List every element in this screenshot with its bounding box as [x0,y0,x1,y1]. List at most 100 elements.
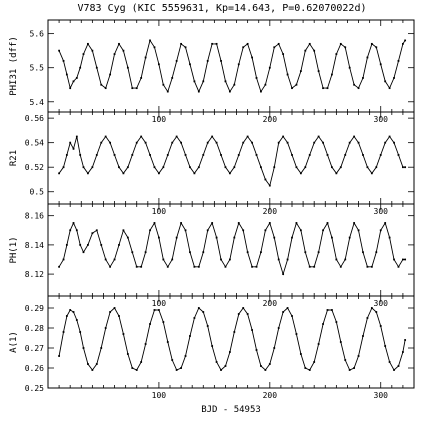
data-point [75,135,78,138]
data-point [339,42,342,45]
data-point [375,311,378,313]
data-point [313,265,316,268]
data-point [224,166,227,169]
data-point [171,77,174,79]
data-point [362,154,364,156]
data-point [273,46,276,49]
data-point [180,141,182,144]
data-point [242,46,245,49]
data-point [180,42,182,45]
data-point [79,243,82,246]
data-point [202,80,205,83]
data-point [135,141,138,144]
data-point [62,59,65,62]
data-point [251,329,253,331]
panel-a1-series [58,307,406,371]
panel-r21-series [58,135,406,187]
data-point [140,265,143,268]
data-point [72,311,75,313]
x-axis-label: BJD - 54953 [201,405,261,415]
data-point [82,251,85,254]
data-point [375,251,378,254]
data-point [126,166,129,169]
data-point [282,311,285,313]
data-point [260,166,262,169]
data-point [166,154,169,156]
y-tick-label: 5.6 [30,30,45,39]
data-point [158,63,160,66]
data-point [397,365,400,367]
data-point [339,166,342,169]
data-point [268,184,271,187]
data-point [366,317,369,319]
y-tick-label: 5.4 [30,98,45,107]
data-point [118,315,120,317]
data-point [118,166,120,169]
data-point [162,166,165,169]
data-point [184,154,187,156]
data-point [202,251,205,254]
panel-phi31-ticks: 100 200 300 5.4 5.5 5.6 [30,20,414,124]
data-point [370,42,373,45]
data-point [277,258,280,261]
data-point [118,243,120,246]
data-point [215,236,218,239]
panel-r21: 100 200 300 0.5 0.52 0.54 0.56 R21 [9,111,415,216]
data-point [393,77,395,79]
data-point [122,49,125,52]
data-point [404,258,407,261]
data-point [348,141,351,144]
data-point [87,243,89,246]
data-point [286,307,289,309]
data-point [402,42,404,45]
data-point [326,87,329,90]
data-point [91,49,94,52]
data-point [87,42,89,45]
data-point [79,66,82,69]
data-point [95,229,98,232]
data-point [135,369,138,371]
data-point [75,319,78,321]
data-point [255,349,258,351]
y-tick-label: 0.25 [25,384,44,393]
data-point [402,258,404,261]
data-point [144,251,147,254]
data-point [69,87,72,90]
data-point [388,135,391,138]
data-point [224,80,227,83]
data-point [233,331,236,333]
data-point [335,172,338,175]
data-point [388,87,391,90]
data-point [317,251,320,254]
data-point [109,265,112,268]
data-point [87,172,89,175]
data-point [206,141,209,144]
data-point [79,331,82,333]
data-point [299,353,302,355]
y-tick-label: 0.52 [25,163,44,172]
data-point [220,369,222,371]
data-point [153,166,156,169]
data-point [348,369,351,371]
data-point [291,236,293,239]
data-point [366,265,369,268]
panel-r21-frame [47,111,415,205]
data-point [282,53,285,55]
data-point [65,243,68,246]
data-point [109,73,112,76]
data-point [100,141,103,144]
data-point [384,222,387,224]
data-point [87,363,89,365]
data-point [335,258,338,261]
data-point [335,53,338,55]
data-point [180,367,182,369]
data-point [95,363,98,365]
y-tick-label: 0.56 [25,114,44,123]
data-point [91,232,94,235]
data-point [264,178,267,181]
panel-a1: 100 200 300 0.25 0.26 0.27 0.28 0.29 A(1) [9,295,415,400]
data-point [304,49,307,52]
y-tick-label: 0.54 [25,139,44,148]
y-tick-label: 0.5 [30,188,45,197]
